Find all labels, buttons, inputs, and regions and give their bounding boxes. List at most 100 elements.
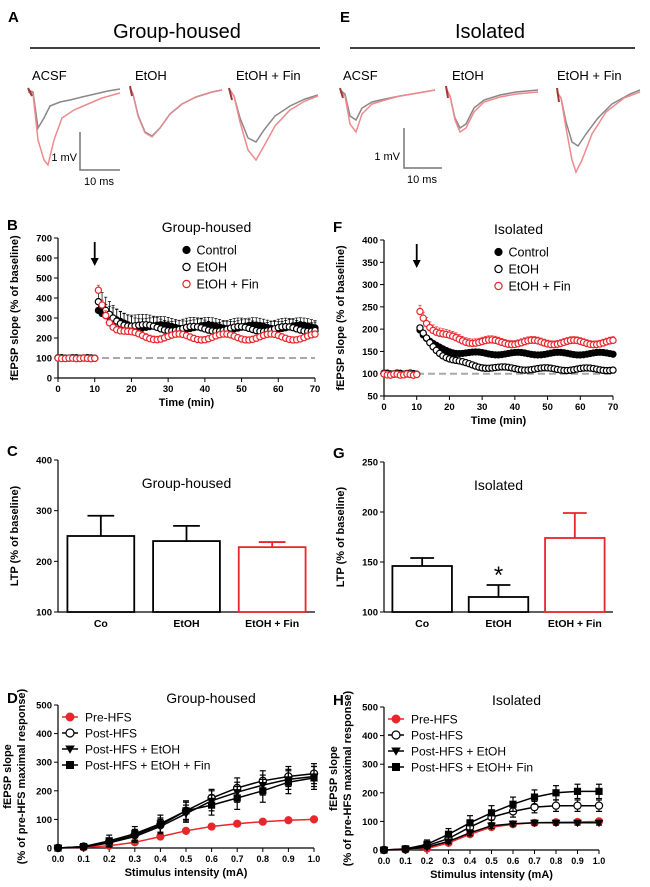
y-tick-label: 50 bbox=[367, 392, 378, 403]
y-tick-label: 250 bbox=[362, 458, 378, 469]
data-point bbox=[573, 801, 582, 810]
y-tick-label: 200 bbox=[36, 334, 52, 345]
data-point bbox=[595, 787, 603, 795]
legend-label: Post-HFS bbox=[85, 727, 137, 741]
data-point bbox=[309, 815, 319, 824]
trace-label: EtOH + Fin bbox=[557, 68, 622, 83]
trace-artifact bbox=[129, 85, 133, 97]
data-point bbox=[551, 819, 561, 828]
data-point bbox=[91, 354, 99, 363]
data-point bbox=[65, 745, 75, 754]
chart-d: D Group-housed 0 100 200 300 400 500 0.0 0.1 0.2 0.… bbox=[2, 688, 320, 879]
series-2 bbox=[380, 304, 617, 379]
y-tick-label: 300 bbox=[362, 760, 378, 771]
y-tick-label: 300 bbox=[362, 280, 378, 291]
y-tick-label: 200 bbox=[362, 508, 378, 519]
y-tick-label: 400 bbox=[36, 456, 52, 467]
data-point bbox=[182, 807, 190, 815]
chart-title: Isolated bbox=[474, 477, 523, 493]
data-point bbox=[401, 845, 410, 853]
y-axis-label: fEPSP slope (% of baseline) bbox=[9, 235, 21, 381]
series-2 bbox=[379, 819, 604, 855]
data-point bbox=[609, 366, 617, 374]
chart-f: F Isolated 50 100 150 200 250 300 350 400 0 10 20 30 4… bbox=[333, 219, 618, 427]
trace-pink bbox=[129, 87, 223, 138]
legend-label: EtOH + Fin bbox=[509, 280, 571, 294]
x-tick-label: 50 bbox=[236, 384, 247, 395]
panel-letter: E bbox=[340, 9, 350, 26]
y-axis-label: LTP (% of baseline) bbox=[335, 486, 347, 587]
data-point bbox=[65, 712, 75, 722]
y-tick-label: 300 bbox=[36, 758, 52, 769]
data-point bbox=[494, 281, 503, 291]
x-tick-label: 0.8 bbox=[257, 854, 270, 864]
data-point bbox=[182, 245, 191, 255]
x-tick-label: 0.7 bbox=[231, 854, 244, 864]
legend-label: Post-HFS + EtOH + Fin bbox=[85, 759, 210, 773]
x-tick-label: 60 bbox=[575, 402, 586, 413]
x-tick-label: 30 bbox=[163, 384, 174, 395]
legend-label: EtOH bbox=[197, 261, 228, 275]
panel-a: A Group-housed ACSF EtOH EtOH + Fin 1 mV… bbox=[8, 9, 320, 188]
data-point bbox=[102, 311, 110, 320]
legend-item: EtOH bbox=[494, 263, 539, 277]
data-point bbox=[419, 314, 427, 322]
trace-label: EtOH + Fin bbox=[236, 68, 301, 83]
x-tick-label: 0.3 bbox=[442, 856, 455, 866]
scale-label-time: 10 ms bbox=[84, 176, 114, 188]
x-tick-label: 0.0 bbox=[52, 854, 65, 864]
legend-item: Post-HFS bbox=[62, 727, 137, 741]
trace-artifact bbox=[228, 87, 233, 101]
scale-label-voltage: 1 mV bbox=[374, 151, 400, 163]
x-tick-label: 20 bbox=[444, 402, 455, 413]
x-tick-label: 0.9 bbox=[282, 854, 295, 864]
x-tick-label: 20 bbox=[126, 384, 137, 395]
y-tick-label: 100 bbox=[362, 608, 378, 619]
data-point bbox=[259, 787, 267, 795]
data-point bbox=[80, 842, 88, 851]
panel-letter: G bbox=[333, 445, 345, 462]
x-tick-label: 50 bbox=[542, 402, 553, 413]
legend-item: Post-HFS + EtOH + Fin bbox=[62, 759, 210, 773]
bar bbox=[66, 535, 136, 613]
data-point bbox=[509, 800, 517, 808]
panel-header: Isolated bbox=[455, 21, 525, 43]
y-tick-label: 100 bbox=[36, 608, 52, 619]
category-label: EtOH + Fin bbox=[245, 618, 299, 630]
hfs-arrowhead bbox=[90, 258, 99, 266]
category-label: Co bbox=[94, 618, 108, 630]
legend-item: Post-HFS bbox=[388, 729, 463, 743]
trace-pink bbox=[27, 91, 121, 167]
panel-header: Group-housed bbox=[113, 21, 241, 43]
legend-label: EtOH + Fin bbox=[197, 278, 259, 292]
legend-label: Post-HFS + EtOH+ Fin bbox=[411, 761, 533, 775]
data-point bbox=[66, 761, 74, 769]
x-tick-label: 1.0 bbox=[308, 854, 321, 864]
y-tick-label: 150 bbox=[362, 558, 378, 569]
data-point bbox=[594, 819, 604, 828]
x-tick-label: 0.6 bbox=[507, 856, 520, 866]
y-tick-label: 200 bbox=[36, 557, 52, 568]
chart-title: Group-housed bbox=[142, 475, 232, 491]
data-point bbox=[284, 816, 293, 825]
legend-label: Post-HFS + EtOH bbox=[85, 743, 180, 757]
x-tick-label: 70 bbox=[608, 402, 619, 413]
y-axis-label-2: (% of pre-HFS maximal response) bbox=[342, 690, 354, 866]
traces-etoh bbox=[445, 85, 539, 134]
y-axis-label: fEPSP slope bbox=[328, 746, 340, 811]
data-point bbox=[391, 747, 401, 756]
series-2 bbox=[54, 284, 319, 363]
data-point bbox=[208, 801, 216, 809]
y-tick-label: 250 bbox=[362, 302, 378, 313]
x-axis-label: Time (min) bbox=[159, 397, 215, 409]
x-axis-label: Stimulus intensity (mA) bbox=[125, 867, 248, 879]
y-tick-label: 700 bbox=[36, 234, 52, 245]
chart-c: C Group-housed 100 200 300 400 LTP (% of basel… bbox=[7, 443, 315, 630]
legend-item: Pre-HFS bbox=[388, 713, 458, 727]
series-1 bbox=[380, 324, 617, 379]
bar bbox=[152, 540, 221, 613]
trace-label: EtOH bbox=[452, 68, 484, 83]
series-3 bbox=[380, 783, 603, 854]
chart-title: Isolated bbox=[494, 221, 543, 237]
